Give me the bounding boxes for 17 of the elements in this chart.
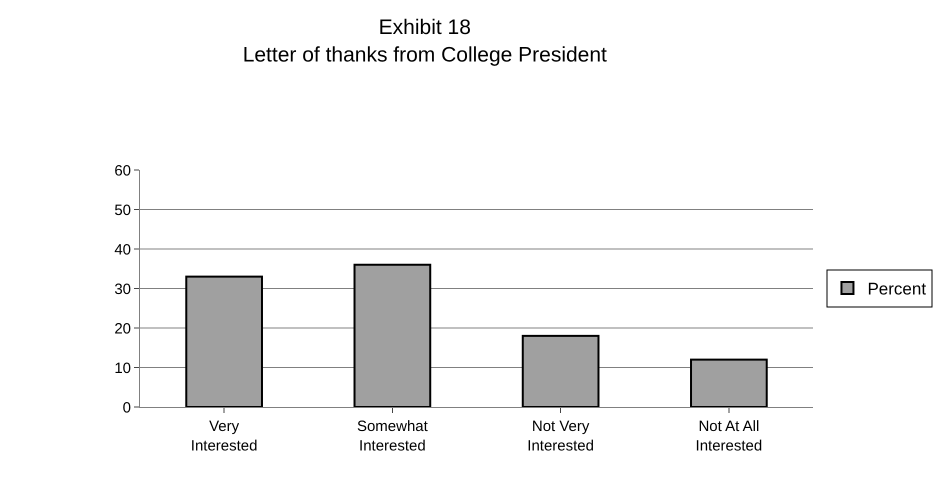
legend-label: Percent (867, 280, 926, 299)
y-tick-label: 60 (114, 162, 131, 180)
y-tick-label: 40 (114, 241, 131, 258)
y-tick-label: 10 (114, 360, 131, 377)
x-tick-label: Not At All Interested (696, 418, 762, 454)
y-tick-label: 50 (114, 202, 131, 219)
bar (354, 264, 432, 407)
x-tick-label: Not Very Interested (527, 418, 594, 454)
y-tick-label: 20 (114, 320, 131, 338)
bar (522, 334, 600, 407)
x-tick-label: Very Interested (190, 418, 258, 454)
bar (185, 276, 263, 407)
chart-title: Exhibit 18 Letter of thanks from College President (242, 16, 608, 66)
y-tick-label: 0 (122, 399, 131, 416)
y-tick-label: 30 (114, 280, 131, 298)
x-tick-label: Somewhat Interested (356, 418, 429, 454)
bar (690, 358, 768, 407)
